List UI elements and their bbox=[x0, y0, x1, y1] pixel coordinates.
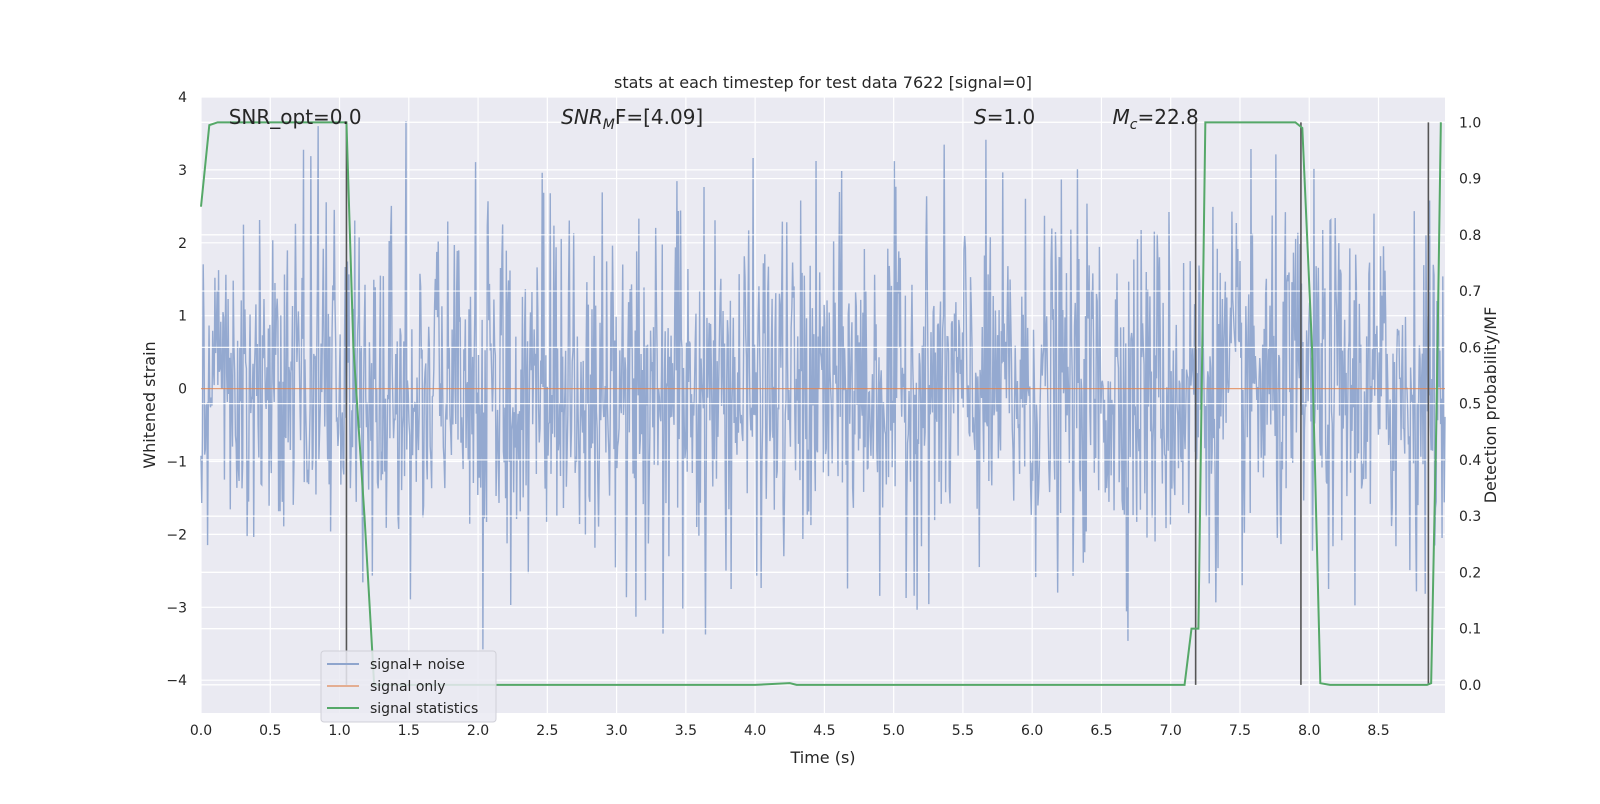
x-tick-label: 8.0 bbox=[1298, 723, 1320, 739]
y-tick-label: 1 bbox=[178, 309, 187, 325]
y-right-tick-label: 0.0 bbox=[1459, 678, 1481, 694]
annotation-s-value: S=1.0 bbox=[974, 105, 1035, 129]
x-tick-label: 3.5 bbox=[675, 723, 697, 739]
x-tick-label: 0.5 bbox=[259, 723, 281, 739]
x-tick-label: 5.5 bbox=[952, 723, 974, 739]
y-right-axis-label: Detection probability/MF bbox=[1481, 307, 1500, 504]
x-tick-label: 2.0 bbox=[467, 723, 489, 739]
x-tick-label: 5.0 bbox=[883, 723, 905, 739]
legend-label-signal: signal only bbox=[370, 679, 445, 695]
y-tick-label: −4 bbox=[166, 673, 187, 689]
y-tick-label: 0 bbox=[178, 382, 187, 398]
x-tick-label: 8.5 bbox=[1367, 723, 1389, 739]
series-layer bbox=[200, 121, 1446, 686]
chart-title: stats at each timestep for test data 762… bbox=[614, 73, 1032, 92]
y-right-tick-label: 0.3 bbox=[1459, 509, 1481, 525]
annotations: SNR_opt=0.0 SNRMF=[4.09] S=1.0 Mc=22.8 bbox=[229, 105, 1199, 133]
y-tick-label: 4 bbox=[178, 90, 187, 106]
x-tick-label: 4.5 bbox=[813, 723, 835, 739]
x-tick-label: 2.5 bbox=[536, 723, 558, 739]
y-right-tick-label: 0.7 bbox=[1459, 284, 1481, 300]
annotation-snr-opt: SNR_opt=0.0 bbox=[229, 105, 362, 129]
y-right-tick-label: 1.0 bbox=[1459, 115, 1481, 131]
x-tick-label: 7.0 bbox=[1160, 723, 1182, 739]
y-right-tick-label: 0.1 bbox=[1459, 622, 1481, 638]
legend-box bbox=[320, 650, 497, 723]
x-tick-label: 0.0 bbox=[190, 723, 212, 739]
y-tick-label: 2 bbox=[178, 236, 187, 252]
x-tick-label: 1.5 bbox=[398, 723, 420, 739]
x-tick-label: 3.0 bbox=[605, 723, 627, 739]
series-signal-statistics bbox=[200, 121, 1442, 686]
x-tick-label: 4.0 bbox=[744, 723, 766, 739]
x-axis-label: Time (s) bbox=[789, 748, 855, 767]
y-right-tick-label: 0.2 bbox=[1459, 565, 1481, 581]
y-right-tick-label: 0.5 bbox=[1459, 397, 1481, 413]
series-signal-noise bbox=[200, 121, 1446, 650]
y-tick-label: 3 bbox=[178, 163, 187, 179]
x-tick-label: 7.5 bbox=[1229, 723, 1251, 739]
y-right-tick-label: 0.6 bbox=[1459, 340, 1481, 356]
y-right-tick-label: 0.9 bbox=[1459, 172, 1481, 188]
legend: signal+ noise signal only signal statist… bbox=[320, 650, 497, 723]
ticks: 0.0 0.5 1.0 1.5 2.0 2.5 3.0 3.5 4.0 4.5 5.0 5.5 6.0 6… bbox=[166, 90, 1481, 739]
y-axis-label: Whitened strain bbox=[140, 341, 159, 468]
y-tick-label: −2 bbox=[166, 527, 187, 543]
x-tick-label: 6.5 bbox=[1090, 723, 1112, 739]
y-tick-label: −1 bbox=[166, 454, 187, 470]
legend-label-statistics: signal statistics bbox=[370, 701, 478, 717]
annotation-mc-value: Mc=22.8 bbox=[1113, 105, 1199, 133]
x-tick-label: 6.0 bbox=[1021, 723, 1043, 739]
annotation-snr-mf: SNRMF=[4.09] bbox=[561, 105, 703, 133]
y-tick-label: −3 bbox=[166, 600, 187, 616]
legend-label-noise: signal+ noise bbox=[370, 657, 465, 673]
y-right-tick-label: 0.8 bbox=[1459, 228, 1481, 244]
y-right-tick-label: 0.4 bbox=[1459, 453, 1481, 469]
x-tick-label: 1.0 bbox=[328, 723, 350, 739]
